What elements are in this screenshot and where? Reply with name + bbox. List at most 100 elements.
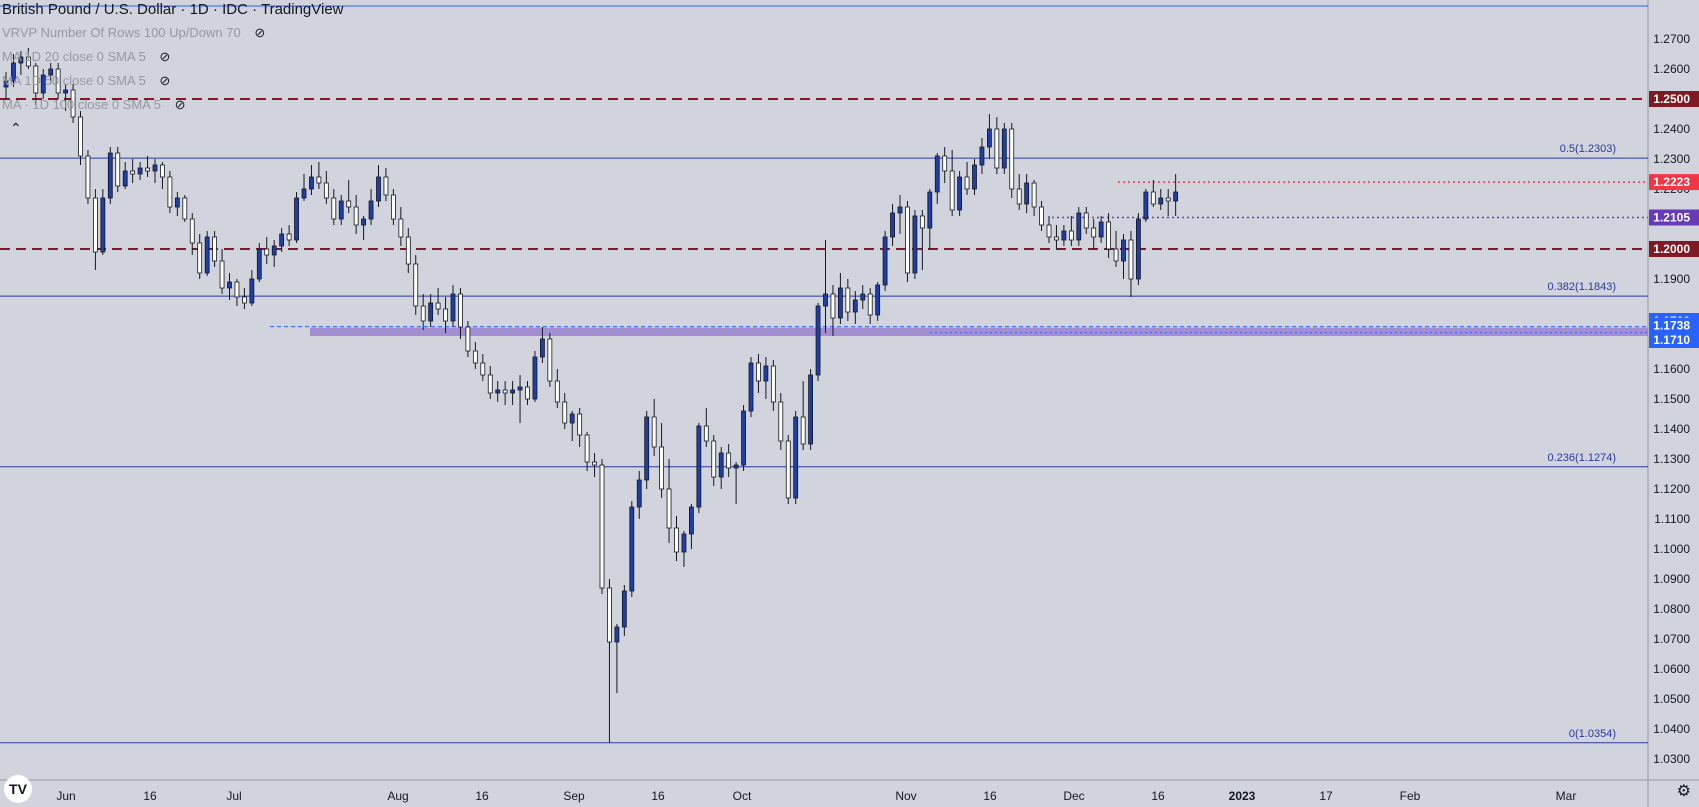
candle-body [1173, 191, 1179, 202]
candle-body [204, 236, 210, 274]
price-axis-label[interactable]: 1.2105 [1649, 209, 1699, 226]
eye-crossed-icon[interactable]: ⊘ [159, 49, 171, 64]
price-tick-label: 1.2300 [1653, 152, 1690, 166]
candle [323, 171, 329, 204]
candle [309, 165, 314, 195]
candle-body [666, 488, 672, 529]
candle [584, 432, 590, 471]
candle [592, 453, 597, 477]
candle [294, 192, 299, 243]
time-tick-label: 16 [475, 789, 489, 803]
candle [1113, 231, 1119, 267]
price-axis-label[interactable]: 1.1710 [1649, 332, 1699, 348]
candle-body [599, 464, 605, 589]
candle-body [584, 434, 590, 463]
candle [659, 423, 664, 498]
indicator-vrvp[interactable]: VRVP Number Of Rows 100 Up/Down 70 ⊘ [2, 25, 265, 41]
candle-body [569, 413, 575, 424]
candle [815, 303, 821, 381]
candle [532, 351, 538, 402]
candle-body [972, 164, 977, 190]
candle [450, 285, 456, 327]
candle [987, 114, 992, 159]
indicator-ma-100[interactable]: MA · 1D 100 close 0 SMA 5 ⊘ [2, 97, 186, 113]
eye-crossed-icon[interactable]: ⊘ [254, 25, 266, 40]
candle-body [331, 197, 337, 220]
price-axis-background[interactable] [1648, 0, 1699, 807]
candle [666, 459, 672, 543]
candle [331, 189, 337, 225]
eye-crossed-icon[interactable]: ⊘ [159, 73, 171, 88]
gear-icon[interactable]: ⚙ [1676, 783, 1691, 800]
candle [487, 366, 493, 399]
time-tick-label: Nov [895, 789, 916, 803]
candle-body [1054, 236, 1059, 241]
candle-body [1150, 191, 1156, 205]
chevron-up-icon[interactable]: ⌃ [10, 120, 22, 136]
candle-body [323, 182, 329, 199]
price-tick-label: 1.0400 [1653, 722, 1690, 736]
candle-body [145, 167, 150, 172]
time-tick-label: 16 [1151, 789, 1165, 803]
candle [912, 210, 918, 279]
price-axis-label[interactable]: 1.2223 [1649, 174, 1699, 191]
support-zone-box[interactable] [310, 327, 1648, 336]
candle-body [614, 626, 620, 643]
price-tick-label: 1.0900 [1653, 572, 1690, 586]
candle-body [450, 293, 456, 322]
candle [264, 237, 270, 264]
price-axis-label[interactable]: 1.1738 [1649, 317, 1699, 334]
candle [860, 285, 866, 309]
candle-body [845, 287, 851, 313]
candle-body [11, 62, 16, 82]
candle-body [934, 155, 940, 193]
candle [1016, 174, 1022, 210]
candle [398, 207, 404, 246]
candle [1173, 174, 1179, 216]
time-tick-label: 16 [983, 789, 997, 803]
tradingview-logo-icon[interactable]: TV [4, 775, 32, 803]
price-tick-label: 1.0300 [1653, 752, 1690, 766]
candle-body [495, 389, 501, 394]
candle-body [502, 389, 508, 394]
price-tick-label: 1.0600 [1653, 662, 1690, 676]
time-tick-label: 17 [1319, 789, 1333, 803]
candle-body [338, 200, 344, 220]
candle [890, 204, 895, 246]
candle [219, 249, 225, 294]
price-axis-ticks: 1.27001.26001.24001.23001.22001.19001.16… [1653, 32, 1690, 766]
candle-body [309, 176, 314, 190]
candle [472, 342, 478, 369]
candle-body [1158, 197, 1164, 205]
candle [443, 297, 448, 333]
candle [689, 504, 694, 549]
candle-body [905, 206, 910, 274]
indicator-ma-20[interactable]: MA 1D 20 close 0 SMA 5 ⊘ [2, 49, 170, 65]
price-tick-label: 1.2400 [1653, 122, 1690, 136]
indicator-ma-50[interactable]: MA 1D 50 close 0 SMA 5 ⊘ [2, 73, 170, 89]
candle [696, 423, 702, 513]
candle [122, 162, 128, 189]
candle [3, 72, 9, 99]
candle [63, 84, 68, 111]
candle [316, 162, 322, 189]
candle [93, 189, 98, 270]
candle-body [793, 416, 799, 499]
candle [55, 63, 61, 99]
candle-body [428, 302, 434, 322]
candle [100, 189, 106, 255]
candle [390, 189, 396, 225]
candle [644, 411, 650, 489]
candle-body [1001, 128, 1007, 169]
candle-body [55, 68, 61, 94]
candle-body [1083, 212, 1089, 229]
candle [733, 462, 739, 504]
candle-body [621, 590, 627, 628]
candle-body [875, 284, 881, 316]
price-axis-label[interactable]: 1.2000 [1649, 241, 1699, 257]
candle [271, 240, 277, 267]
eye-crossed-icon[interactable]: ⊘ [174, 97, 186, 112]
candle-body [964, 176, 970, 190]
price-axis-label[interactable]: 1.2500 [1649, 91, 1699, 107]
